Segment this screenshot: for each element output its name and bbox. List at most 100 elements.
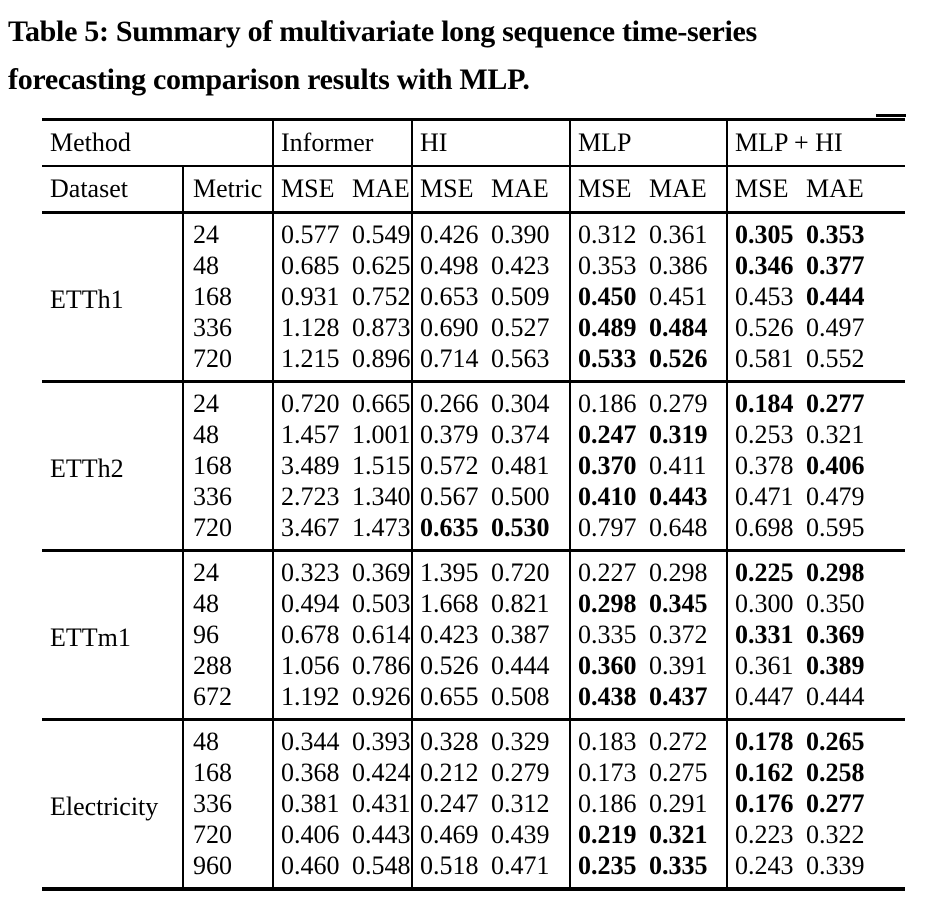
value-cell: 0.353 [569, 250, 643, 281]
table-row: 168 0.931 0.752 0.653 0.509 0.450 0.451 0.453 0.… [42, 281, 905, 312]
metric-cell: 48 [181, 419, 274, 450]
value-cell: 0.549 [352, 219, 411, 249]
metric-header-label: Metric [181, 166, 274, 213]
metric-cell: 96 [181, 619, 274, 650]
caption-line-2: forecasting comparison results with MLP. [8, 63, 530, 96]
value-cell: 0.698 [726, 512, 800, 551]
value-cell: 0.335 [569, 619, 643, 650]
value-cell: 0.720 [272, 381, 346, 419]
value-cell: 0.552 [806, 343, 865, 373]
value-cell: 0.235 [569, 850, 643, 889]
value-cell: 0.518 [411, 850, 485, 889]
value-cell: 0.931 [272, 281, 346, 312]
value-cell: 0.648 [649, 512, 708, 542]
value-cell: 0.526 [411, 650, 485, 681]
value-cell: 0.411 [649, 450, 707, 480]
value-cell: 0.533 [569, 343, 643, 382]
value-cell: 0.277 [806, 388, 865, 418]
value-cell: 0.361 [726, 650, 800, 681]
value-cell: 0.279 [491, 757, 550, 787]
method-group-mlp-hi: MLP + HI [726, 119, 906, 166]
value-cell: 0.266 [411, 381, 485, 419]
value-cell: 0.494 [272, 588, 346, 619]
table-row: 168 0.368 0.424 0.212 0.279 0.173 0.275 0.162 0.… [42, 757, 905, 788]
value-cell: 0.393 [352, 726, 411, 756]
value-cell: 0.481 [491, 450, 550, 480]
value-cell: 0.346 [726, 250, 800, 281]
metric-cell: 336 [181, 312, 274, 343]
value-cell: 1.515 [352, 450, 411, 480]
metric-cell: 336 [181, 788, 274, 819]
value-cell: 0.272 [649, 726, 708, 756]
table-header: Method Informer HI MLP MLP + HI Dataset … [42, 119, 906, 213]
value-cell: 0.258 [806, 757, 865, 787]
value-cell: 0.426 [411, 212, 485, 250]
metric-cell: 168 [181, 281, 274, 312]
value-cell: 0.323 [272, 550, 346, 588]
method-group-informer: Informer [272, 119, 413, 166]
value-cell: 0.265 [806, 726, 865, 756]
table-row: 168 3.489 1.515 0.572 0.481 0.370 0.411 0.378 0.… [42, 450, 905, 481]
value-cell: 0.305 [726, 212, 800, 250]
metric-cell: 720 [181, 343, 274, 382]
value-cell: 1.056 [272, 650, 346, 681]
value-cell: 0.577 [272, 212, 346, 250]
value-cell: 0.595 [806, 512, 865, 542]
value-cell: 0.500 [491, 481, 550, 511]
value-cell: 0.471 [726, 481, 800, 512]
table-row: 336 1.128 0.873 0.690 0.527 0.489 0.484 0.526 0.… [42, 312, 905, 343]
value-cell: 0.253 [726, 419, 800, 450]
value-cell: 0.821 [491, 588, 550, 618]
value-cell: 0.451 [649, 281, 708, 311]
table-row: Electricity 48 0.344 0.393 0.328 0.329 0.183 0.… [42, 719, 905, 821]
value-cell: 1.457 [272, 419, 346, 450]
top-rule-fragment [876, 114, 906, 117]
value-cell: 0.184 [726, 381, 800, 419]
value-cell: 0.279 [649, 388, 708, 418]
value-cell: 0.369 [352, 557, 411, 587]
value-cell: 1.192 [272, 681, 346, 720]
value-cell: 0.447 [726, 681, 800, 720]
table-row: 336 2.723 1.340 0.567 0.500 0.410 0.443 0.471 0.… [42, 481, 905, 512]
value-cell: 0.655 [411, 681, 485, 720]
mse-header: MSE [411, 166, 485, 213]
value-cell: 0.437 [649, 681, 708, 711]
value-cell: 0.460 [272, 850, 346, 889]
sub-header-row: Dataset Metric MSE MAE MSE MAE MSE MAE M… [42, 166, 906, 213]
value-cell: 0.625 [352, 250, 411, 280]
value-cell: 0.389 [806, 650, 865, 680]
value-cell: 0.410 [569, 481, 643, 512]
table-row: 48 1.457 1.001 0.379 0.374 0.247 0.319 0.253 0.3… [42, 419, 905, 450]
value-cell: 0.223 [726, 819, 800, 850]
value-cell: 0.378 [726, 450, 800, 481]
value-cell: 0.450 [569, 281, 643, 312]
value-cell: 0.431 [352, 788, 411, 818]
value-cell: 0.386 [649, 250, 708, 280]
metric-cell: 48 [181, 250, 274, 281]
metric-cell: 168 [181, 757, 274, 788]
table-row: 960 0.460 0.548 0.518 0.471 0.235 0.335 0.243 0.… [42, 850, 905, 889]
value-cell: 3.489 [272, 450, 346, 481]
dataset-block: ETTh2 24 0.720 0.665 0.266 0.304 0.186 0.279 0.1… [42, 381, 906, 551]
value-cell: 0.298 [806, 557, 865, 587]
method-header-label: Method [50, 128, 131, 157]
value-cell: 0.370 [569, 450, 643, 481]
value-cell: 0.331 [726, 619, 800, 650]
value-cell: 0.685 [272, 250, 346, 281]
value-cell: 0.304 [491, 388, 550, 418]
value-cell: 0.444 [806, 681, 865, 711]
mae-header: MAE [491, 174, 549, 203]
metric-cell: 24 [181, 381, 274, 419]
value-cell: 0.247 [569, 419, 643, 450]
metric-cell: 720 [181, 512, 274, 551]
table-row: 48 0.685 0.625 0.498 0.423 0.353 0.386 0.346 0.3… [42, 250, 905, 281]
value-cell: 0.563 [491, 343, 550, 373]
value-cell: 0.614 [352, 619, 411, 649]
value-cell: 0.353 [806, 219, 865, 249]
value-cell: 0.321 [649, 819, 708, 849]
mse-header: MSE [272, 166, 346, 213]
value-cell: 0.350 [806, 588, 865, 618]
table-row: 336 0.381 0.431 0.247 0.312 0.186 0.291 0.176 0.… [42, 788, 905, 819]
value-cell: 0.372 [649, 619, 708, 649]
value-cell: 1.128 [272, 312, 346, 343]
